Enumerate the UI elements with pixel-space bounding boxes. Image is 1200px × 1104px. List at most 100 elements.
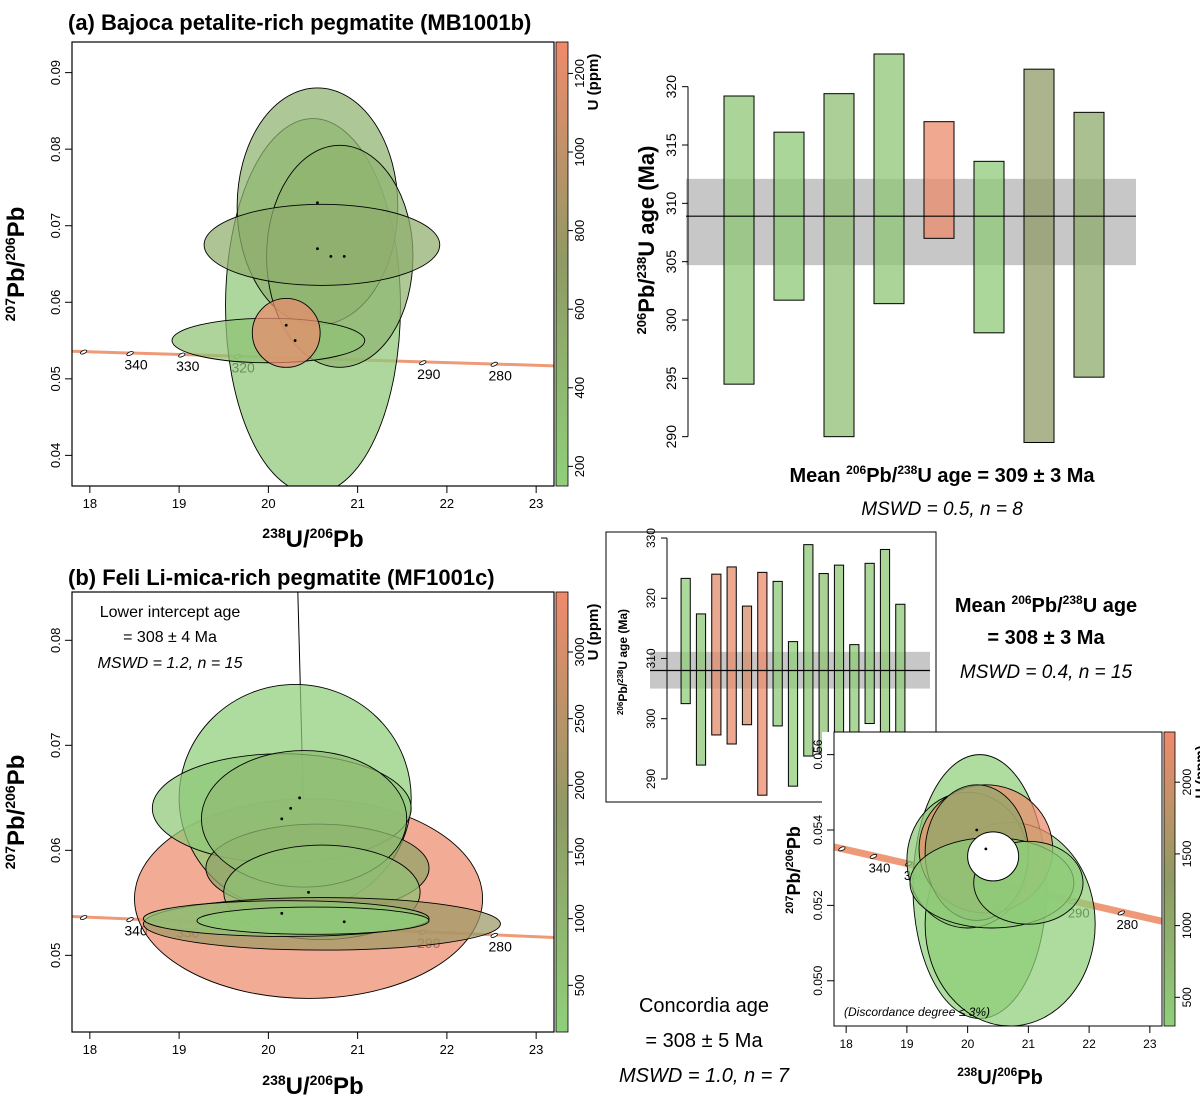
y-tick-label: 0.056	[811, 739, 825, 769]
age-bar	[879, 548, 891, 736]
age-tick-label: 295	[663, 366, 679, 390]
concordia-age-marker	[178, 352, 186, 358]
discordance-note: (Discordance degree ≤ 3%)	[844, 1005, 990, 1019]
x-tick-label: 20	[961, 1037, 975, 1051]
age-bar	[1073, 111, 1105, 378]
concordia-title: Concordia age	[639, 995, 769, 1017]
colorbar-tick-label: 1500	[572, 838, 587, 867]
colorbar-tick-label: 800	[572, 220, 587, 242]
concordia-age-label: 330	[176, 358, 200, 374]
data-point	[293, 339, 297, 342]
age-tick-label: 320	[644, 588, 658, 608]
colorbar-tick-label: 600	[572, 298, 587, 320]
data-point	[284, 323, 288, 327]
data-point	[298, 796, 302, 800]
age-bar	[726, 566, 737, 745]
concordia-age-label: 340	[869, 860, 891, 875]
panel-a-title: (a) Bajoca petalite-rich pegmatite (MB10…	[68, 10, 531, 35]
panel-b-xlabel: 238U/206Pb	[262, 1072, 363, 1100]
colorbar-gradient	[555, 591, 569, 1033]
y-tick-label: 0.05	[48, 366, 63, 391]
panel-b-concordia: (b) Feli Li-mica-rich pegmatite (MF1001c…	[2, 565, 602, 1100]
colorbar-tick-label: 3000	[572, 638, 587, 667]
colorbar-gradient	[555, 41, 569, 487]
age-tick-label: 330	[644, 528, 658, 548]
y-tick-label: 0.09	[48, 60, 63, 85]
age-tick-label: 320	[663, 75, 679, 99]
concordia-value: = 308 ± 5 Ma	[645, 1030, 763, 1052]
x-tick-label: 23	[529, 496, 543, 511]
colorbar-tick-label: 1000	[572, 138, 587, 167]
colorbar-tick-label: 2500	[572, 704, 587, 733]
age-bar	[723, 95, 755, 385]
concordia-age-marker	[79, 349, 88, 355]
colorbar-tick-label: 2000	[1180, 769, 1194, 796]
x-tick-label: 23	[1143, 1037, 1157, 1051]
x-tick-label: 20	[261, 496, 275, 511]
inset-age-axis: 290 300 310 320 330	[644, 528, 668, 789]
data-point	[307, 890, 310, 894]
data-point	[975, 828, 979, 832]
age-bar	[680, 577, 691, 705]
colorbar-tick-label: 500	[572, 974, 587, 996]
age-bar	[1023, 68, 1055, 444]
colorbar-tick-label: 1000	[572, 904, 587, 933]
x-tick-label: 19	[172, 496, 186, 511]
y-tick-label: 0.06	[48, 838, 63, 863]
age-bar	[695, 613, 707, 766]
x-tick-label: 18	[83, 496, 97, 511]
age-bar	[923, 121, 955, 239]
colorbar-tick-label: 1500	[1180, 840, 1194, 867]
colorbar-tick-label: 2000	[572, 771, 587, 800]
age-bar	[772, 580, 783, 727]
age-bar	[741, 605, 753, 726]
mean-b-title: Mean 206Pb/238U age	[955, 593, 1137, 617]
age-bar	[973, 160, 1005, 334]
colorbar-tick-label: 1000	[1180, 912, 1194, 939]
age-tick-label: 300	[663, 308, 679, 332]
age-bar	[818, 573, 829, 754]
x-tick-label: 21	[350, 496, 364, 511]
data-point	[280, 817, 284, 821]
error-ellipse	[251, 297, 321, 368]
y-tick-label: 0.052	[811, 890, 825, 920]
x-tick-label: 22	[440, 1042, 454, 1057]
panel-a-plot-area: 340330320290280	[72, 87, 554, 486]
concordia-age-label: 280	[489, 938, 513, 954]
x-tick-label: 23	[529, 1042, 543, 1057]
age-bar	[873, 53, 905, 305]
mean-b-annotation: Mean 206Pb/238U age = 308 ± 3 Ma MSWD = …	[955, 593, 1137, 683]
panel-a-ylabel: 207Pb/206Pb	[2, 207, 30, 322]
panel-a-frame	[71, 41, 555, 487]
age-bar	[787, 641, 799, 787]
colorbar-label: U (ppm)	[1192, 746, 1200, 799]
y-tick-label: 0.08	[48, 137, 63, 162]
panel-b-frame	[71, 591, 555, 1033]
concordia-age-marker	[126, 917, 134, 923]
inset-concordia-xlabel: 238U/206Pb	[957, 1065, 1043, 1089]
concordia-age-marker	[838, 846, 846, 852]
data-point	[984, 847, 988, 851]
y-tick-label: 0.050	[811, 965, 825, 995]
concordia-age-marker	[419, 360, 427, 366]
y-tick-label: 0.06	[48, 290, 63, 315]
age-bar	[833, 564, 845, 750]
x-tick-label: 21	[1022, 1037, 1036, 1051]
inset-ages-ylabel: 206Pb/238U age (Ma)	[616, 609, 630, 715]
data-point	[329, 254, 333, 258]
x-tick-label: 18	[839, 1037, 853, 1051]
colorbar-tick-label: 500	[1180, 987, 1194, 1007]
x-tick-label: 18	[83, 1042, 97, 1057]
concordia-age-label: 280	[1116, 917, 1138, 932]
data-point	[342, 920, 346, 924]
age-tick-label: 310	[644, 648, 658, 668]
age-bar	[895, 603, 906, 744]
age-tick-label: 290	[663, 425, 679, 449]
lower-intercept-title: Lower intercept age	[100, 604, 241, 621]
panel-a-mean-caption: Mean 206Pb/238U age = 309 ± 3 Ma	[789, 463, 1095, 487]
concordia-age-label: 290	[417, 366, 441, 382]
age-bar	[711, 573, 722, 736]
